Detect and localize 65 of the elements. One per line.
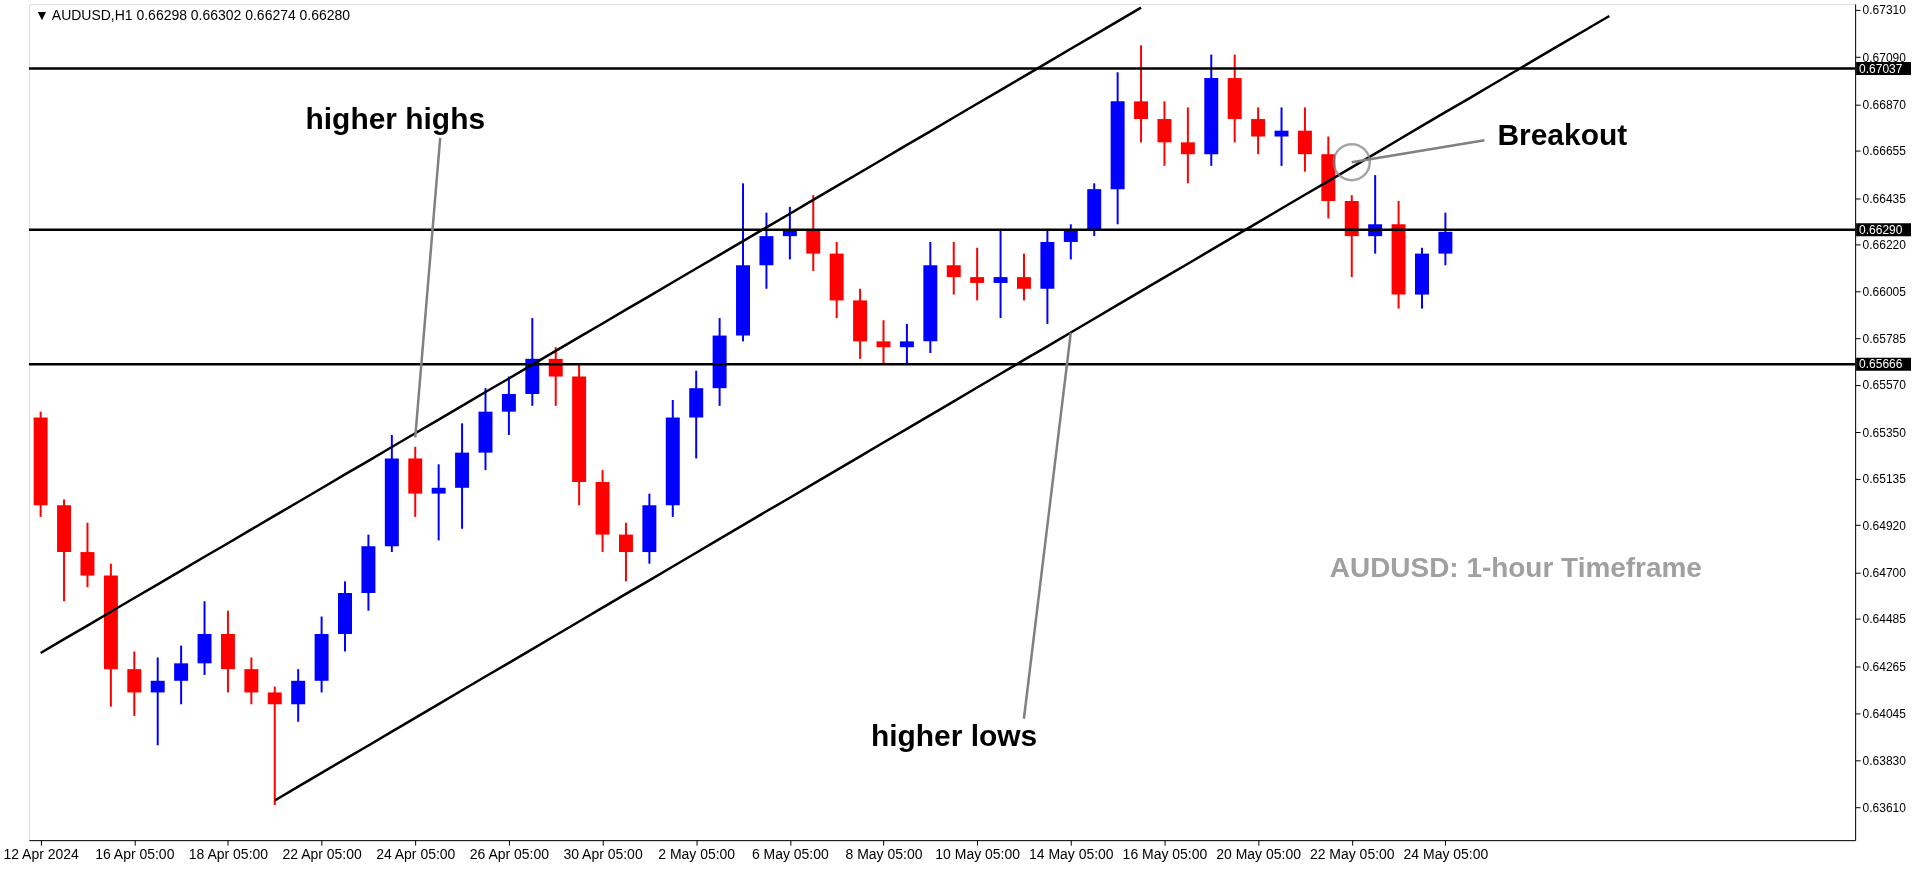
y-tick-label: 0.64920 xyxy=(1862,518,1907,533)
y-tick-label: 0.65350 xyxy=(1862,425,1907,440)
annotation: Breakout xyxy=(1497,118,1628,152)
x-tick-label: 12 Apr 2024 xyxy=(3,845,80,862)
x-tick-label: 24 Apr 05:00 xyxy=(376,845,456,862)
candlestick xyxy=(1251,106,1266,156)
x-tick-label: 14 May 05:00 xyxy=(1028,845,1114,862)
x-tick-label: 30 Apr 05:00 xyxy=(563,845,643,862)
y-tick-label: 0.64700 xyxy=(1862,566,1907,581)
x-tick-label: 2 May 05:00 xyxy=(658,845,736,862)
y-tick-label: 0.63830 xyxy=(1862,753,1907,768)
candlestick xyxy=(946,240,961,296)
candlestick xyxy=(174,644,189,706)
candlestick xyxy=(431,463,446,542)
candlestick xyxy=(806,194,821,273)
y-tick-label: 0.66870 xyxy=(1862,98,1907,113)
candlestick xyxy=(267,685,282,806)
x-tick-label: 16 Apr 05:00 xyxy=(95,845,175,862)
candlestick xyxy=(127,650,142,717)
y-tick-label: 0.64485 xyxy=(1862,612,1907,627)
y-tick-label: 0.64265 xyxy=(1862,659,1907,674)
candlestick xyxy=(1016,252,1031,302)
candlestick xyxy=(970,246,985,302)
ref-line-label: 0.66290 xyxy=(1859,222,1903,237)
candlestick xyxy=(1157,100,1172,167)
y-tick-label: 0.65570 xyxy=(1862,378,1907,393)
x-tick-label: 20 May 05:00 xyxy=(1216,845,1302,862)
y-tick-label: 0.67310 xyxy=(1862,3,1907,18)
candlestick xyxy=(1063,223,1078,261)
x-tick-label: 22 Apr 05:00 xyxy=(282,845,362,862)
candlestick xyxy=(993,229,1008,320)
y-tick-label: 0.65135 xyxy=(1862,472,1907,487)
candlestick xyxy=(1438,211,1453,267)
x-tick-label: 16 May 05:00 xyxy=(1122,845,1208,862)
chart-title: ▼ AUDUSD,H1 0.66298 0.66302 0.66274 0.66280 xyxy=(34,6,351,23)
y-tick-label: 0.66220 xyxy=(1862,238,1907,253)
annotation: AUDUSD: 1-hour Timeframe xyxy=(1329,551,1702,583)
annotation: higher lows xyxy=(870,718,1038,752)
candlestick xyxy=(876,319,891,366)
x-tick-label: 24 May 05:00 xyxy=(1403,845,1489,862)
candlestick xyxy=(291,668,306,723)
candlestick xyxy=(80,521,95,589)
candlestick xyxy=(548,346,563,407)
y-tick-label: 0.63610 xyxy=(1862,801,1907,816)
y-tick-label: 0.66655 xyxy=(1862,144,1907,159)
candlestick xyxy=(899,322,914,366)
y-tick-label: 0.66005 xyxy=(1862,284,1907,299)
x-tick-label: 10 May 05:00 xyxy=(935,845,1021,862)
x-tick-label: 8 May 05:00 xyxy=(845,845,923,862)
candlestick xyxy=(1274,106,1289,167)
candlestick xyxy=(1297,106,1312,173)
y-tick-label: 0.65785 xyxy=(1862,332,1907,347)
y-tick-label: 0.64045 xyxy=(1862,707,1907,722)
candlestick xyxy=(618,521,633,583)
candlestick xyxy=(1134,44,1149,144)
annotation: higher highs xyxy=(305,101,486,135)
x-tick-label: 26 Apr 05:00 xyxy=(469,845,550,862)
candlestick xyxy=(1180,106,1195,185)
x-tick-label: 18 Apr 05:00 xyxy=(188,845,269,862)
x-tick-label: 22 May 05:00 xyxy=(1309,845,1395,862)
ref-line-label: 0.65666 xyxy=(1859,357,1903,372)
y-tick-label: 0.66435 xyxy=(1862,191,1907,206)
x-tick-label: 6 May 05:00 xyxy=(751,845,830,862)
candlestick xyxy=(150,656,165,747)
candlestick xyxy=(244,656,259,706)
